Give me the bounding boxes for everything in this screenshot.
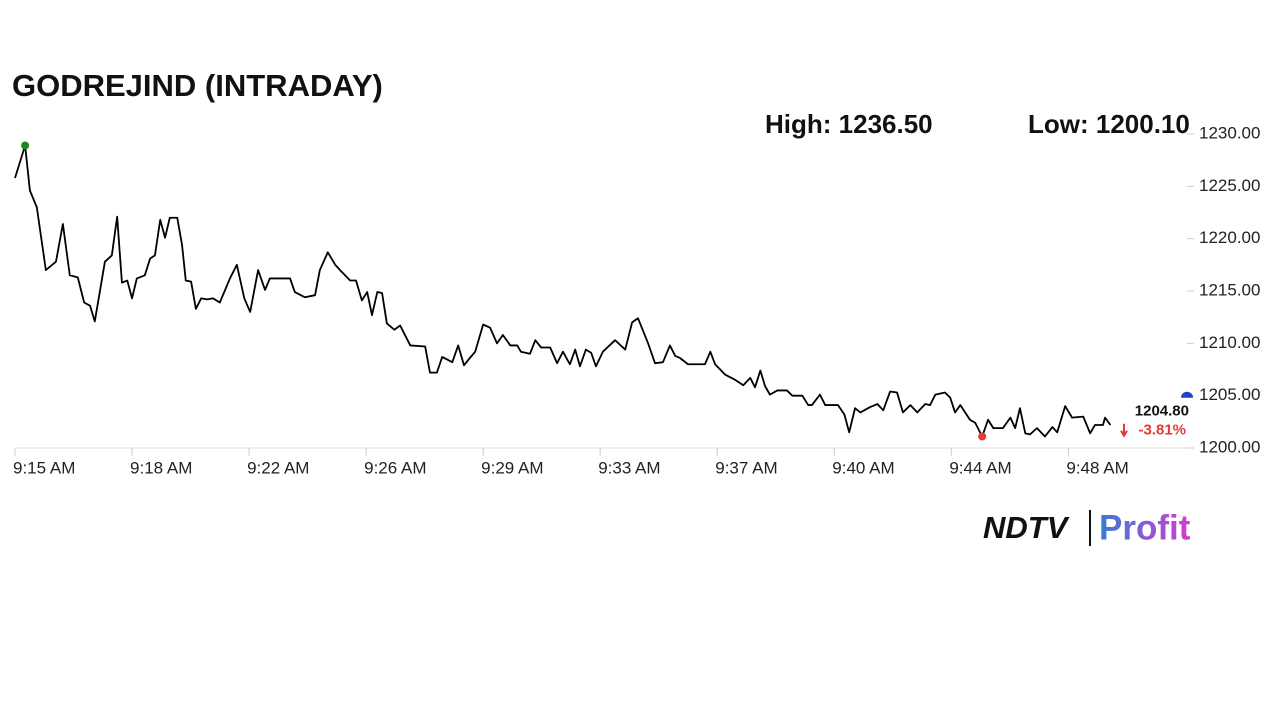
y-tick-label: 1230.00: [1199, 123, 1260, 142]
last-marker: [1181, 391, 1193, 398]
y-tick-label: 1215.00: [1199, 280, 1260, 299]
change-arrow: [1120, 423, 1128, 438]
logo-left: NDTV: [983, 510, 1070, 545]
x-tick-label: 9:44 AM: [949, 458, 1011, 477]
x-tick-label: 9:29 AM: [481, 458, 543, 477]
x-tick-label: 9:18 AM: [130, 458, 192, 477]
low-dot: [978, 432, 987, 441]
x-tick-label: 9:37 AM: [715, 458, 777, 477]
change-label: -3.81%: [1138, 422, 1186, 439]
x-tick-label: 9:26 AM: [364, 458, 426, 477]
y-tick-label: 1205.00: [1199, 385, 1260, 404]
last-value-label: 1204.80: [1135, 403, 1189, 420]
y-tick-label: 1210.00: [1199, 333, 1260, 352]
low-text: Low: 1200.10: [1028, 109, 1190, 139]
x-tick-label: 9:33 AM: [598, 458, 660, 477]
x-tick-label: 9:15 AM: [13, 458, 75, 477]
high-dot: [21, 141, 30, 150]
x-tick-label: 9:22 AM: [247, 458, 309, 477]
x-tick-label: 9:48 AM: [1066, 458, 1128, 477]
logo-right: Profit: [1099, 508, 1191, 547]
y-tick-label: 1225.00: [1199, 176, 1260, 195]
price-line: [14, 144, 1112, 438]
x-tick-label: 9:40 AM: [832, 458, 894, 477]
high-text: High: 1236.50: [765, 109, 933, 139]
chart-title: GODREJIND (INTRADAY): [12, 68, 383, 103]
y-tick-label: 1220.00: [1199, 228, 1260, 247]
y-tick-label: 1200.00: [1199, 437, 1260, 456]
